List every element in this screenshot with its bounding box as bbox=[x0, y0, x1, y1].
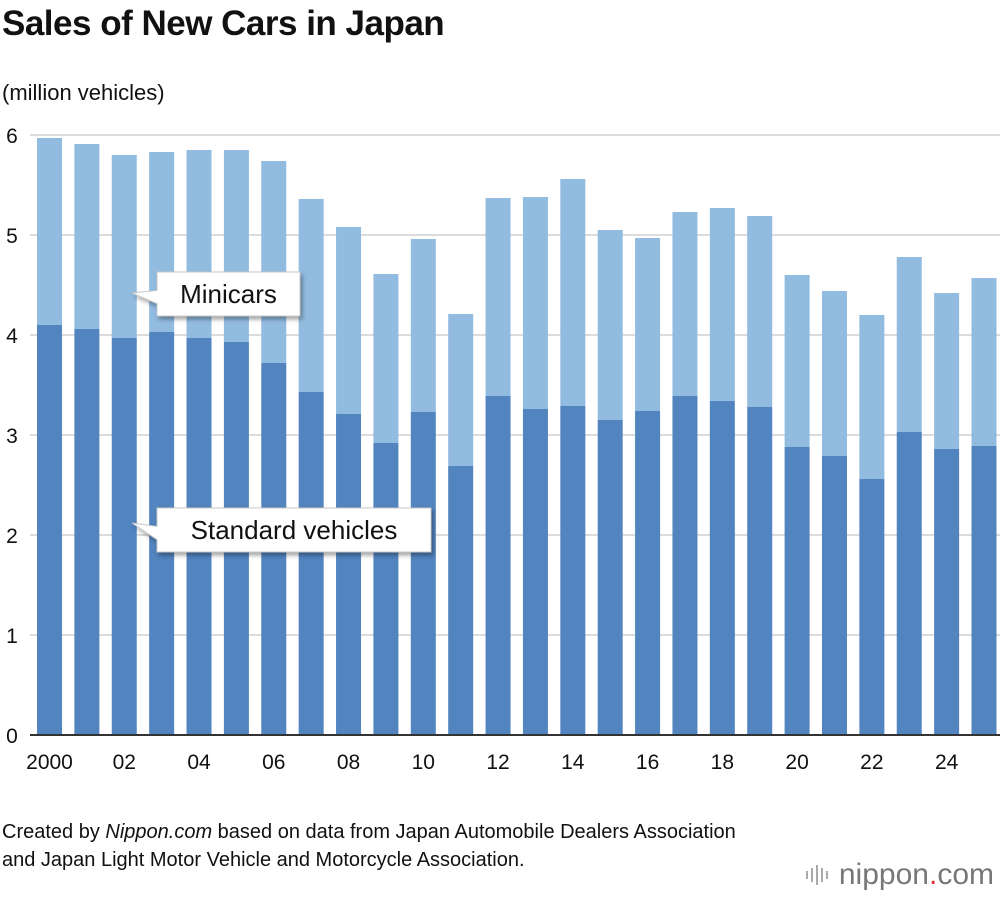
gridlines bbox=[30, 134, 1000, 636]
x-tick-label: 24 bbox=[935, 751, 959, 774]
source-site: Nippon.com bbox=[105, 821, 213, 843]
x-tick-label: 14 bbox=[561, 751, 585, 774]
source-prefix: Created by bbox=[2, 821, 106, 843]
bar-minicars bbox=[37, 138, 62, 325]
bar-minicars bbox=[448, 314, 474, 466]
bar-minicars bbox=[784, 275, 810, 447]
series-callouts: Minicars Standard vehicles bbox=[131, 271, 432, 553]
x-tick-label: 08 bbox=[337, 751, 360, 774]
y-axis-unit-label: (million vehicles) bbox=[2, 80, 165, 105]
bar-standard-vehicles bbox=[971, 446, 997, 735]
logo-name: nippon bbox=[838, 858, 929, 891]
bar-standard-vehicles bbox=[934, 449, 960, 735]
callout-box bbox=[131, 507, 432, 553]
x-tick-label: 04 bbox=[187, 751, 211, 774]
logo-dot: . bbox=[928, 858, 938, 891]
bar-standard-vehicles bbox=[672, 396, 698, 735]
bar-minicars bbox=[560, 179, 586, 406]
logo-bars-icon bbox=[805, 864, 831, 886]
bar-minicars bbox=[261, 161, 287, 363]
bar-standard-vehicles bbox=[298, 392, 324, 735]
bar-minicars bbox=[635, 238, 661, 411]
bar-minicars bbox=[971, 278, 997, 446]
bar-standard-vehicles bbox=[37, 325, 62, 735]
bar-standard-vehicles bbox=[560, 406, 586, 735]
bar-minicars bbox=[74, 144, 100, 329]
bar-standard-vehicles bbox=[709, 401, 735, 735]
y-tick-label: 5 bbox=[6, 225, 18, 248]
bar-minicars bbox=[821, 291, 847, 456]
source-note: Created by Nippon.com based on data from… bbox=[2, 818, 762, 874]
logo-tld: com bbox=[937, 858, 994, 891]
bar-minicars bbox=[747, 216, 773, 407]
bar-minicars bbox=[485, 198, 511, 396]
bar-standard-vehicles bbox=[74, 329, 100, 735]
callout-label: Standard vehicles bbox=[191, 515, 398, 545]
bar-standard-vehicles bbox=[784, 447, 810, 735]
bar-minicars bbox=[934, 293, 960, 449]
bar-standard-vehicles bbox=[336, 414, 362, 735]
bar-minicars bbox=[373, 274, 399, 443]
x-tick-label: 12 bbox=[486, 751, 509, 774]
bar-standard-vehicles bbox=[522, 409, 548, 735]
bar-standard-vehicles bbox=[821, 456, 847, 735]
bar-standard-vehicles bbox=[111, 338, 137, 735]
bar-standard-vehicles bbox=[597, 420, 623, 735]
x-tick-label: 2000 bbox=[26, 751, 73, 774]
callout-label: Minicars bbox=[180, 279, 277, 309]
standard-vehicles-callout: Standard vehicles bbox=[131, 507, 432, 553]
x-tick-label: 06 bbox=[262, 751, 285, 774]
y-tick-label: 1 bbox=[6, 625, 18, 648]
y-tick-label: 3 bbox=[6, 425, 18, 448]
bar-standard-vehicles bbox=[896, 432, 922, 735]
y-tick-label: 6 bbox=[6, 125, 18, 148]
bar-minicars bbox=[859, 315, 885, 479]
bar-minicars bbox=[597, 230, 623, 420]
bar-standard-vehicles bbox=[859, 479, 885, 735]
y-tick-label: 0 bbox=[6, 725, 18, 748]
bar-standard-vehicles bbox=[485, 396, 511, 735]
source-rest: based on data from Japan Automobile Deal… bbox=[2, 821, 736, 871]
bar-standard-vehicles bbox=[635, 411, 661, 735]
x-tick-label: 02 bbox=[113, 751, 136, 774]
x-tick-label: 20 bbox=[785, 751, 808, 774]
bar-standard-vehicles bbox=[747, 407, 773, 735]
callout-box bbox=[131, 271, 301, 317]
x-tick-label: 16 bbox=[636, 751, 659, 774]
bar-minicars bbox=[522, 197, 548, 409]
bar-standard-vehicles bbox=[410, 412, 436, 735]
bar-standard-vehicles bbox=[373, 443, 399, 735]
x-tick-label: 22 bbox=[860, 751, 883, 774]
y-tick-label: 4 bbox=[6, 325, 18, 348]
minicars-callout: Minicars bbox=[131, 271, 301, 317]
y-tick-label: 2 bbox=[6, 525, 18, 548]
bar-minicars bbox=[298, 199, 324, 392]
x-tick-label: 10 bbox=[412, 751, 435, 774]
bar-standard-vehicles bbox=[448, 466, 474, 735]
chart-title: Sales of New Cars in Japan bbox=[2, 4, 445, 43]
bar-minicars bbox=[111, 155, 137, 338]
x-tick-label: 18 bbox=[711, 751, 734, 774]
bar-minicars bbox=[709, 208, 735, 401]
bars bbox=[37, 138, 997, 735]
bar-minicars bbox=[410, 239, 436, 412]
nippon-logo: nippon. com bbox=[805, 858, 994, 892]
bar-minicars bbox=[896, 257, 922, 432]
bar-minicars bbox=[672, 212, 698, 396]
bar-minicars bbox=[336, 227, 362, 414]
